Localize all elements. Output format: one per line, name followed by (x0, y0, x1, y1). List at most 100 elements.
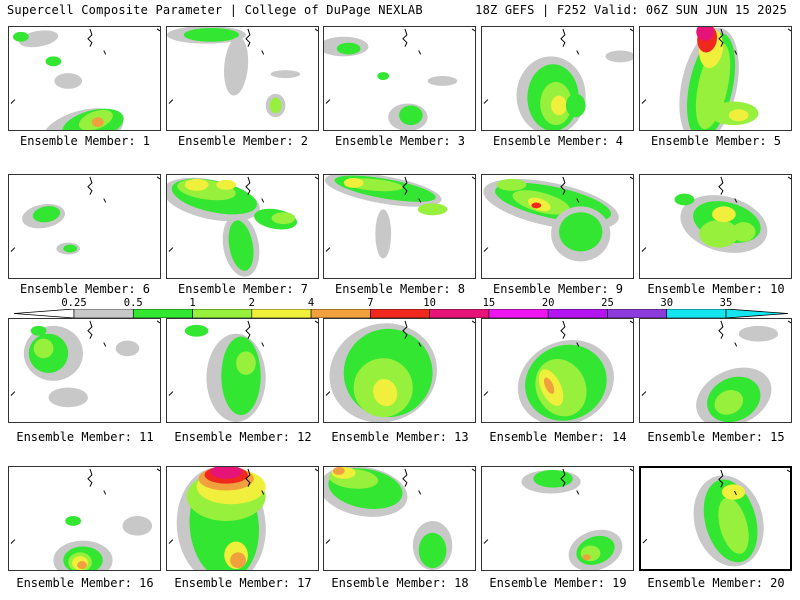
scp-field-map (641, 320, 791, 422)
scp-field-map (483, 468, 633, 570)
scp-field-map (641, 176, 791, 253)
colorbar-segment (429, 309, 490, 318)
scp-contour-region (221, 336, 261, 416)
colorbar-tick-label: 0.25 (61, 297, 87, 309)
scp-contour-region (54, 73, 83, 89)
ensemble-map-panel[interactable] (8, 174, 161, 279)
ensemble-map-panel[interactable] (323, 318, 476, 423)
ensemble-map-panel[interactable] (323, 174, 476, 279)
ensemble-member-label: Ensemble Member: 8 (334, 282, 466, 296)
coastline-outline (10, 320, 160, 396)
ensemble-map-panel[interactable] (166, 174, 319, 279)
ensemble-map-panel[interactable] (8, 26, 161, 131)
scp-contour-region (115, 340, 140, 357)
colorbar-tick-label: 25 (601, 297, 614, 309)
scp-field-map (10, 28, 160, 130)
ensemble-member-label: Ensemble Member: 20 (647, 576, 785, 590)
scp-contour-region (183, 27, 240, 42)
scp-field-map (641, 27, 791, 130)
scp-contour-region (375, 209, 392, 259)
colorbar-segment (488, 309, 549, 318)
scp-contour-region (184, 324, 209, 337)
coastline-outline (642, 469, 790, 544)
scp-contour-region (373, 379, 398, 407)
scp-contour-region (236, 351, 256, 375)
coastline-outline (325, 320, 475, 396)
colorbar-tick-label: 10 (423, 297, 436, 309)
scp-contour-region (224, 36, 249, 96)
ensemble-member-label: Ensemble Member: 15 (647, 430, 785, 444)
scp-contour-region (417, 203, 448, 216)
ensemble-map-panel[interactable] (639, 466, 792, 571)
colorbar-low-arrow (14, 309, 75, 318)
scp-contour-region (91, 117, 104, 128)
colorbar-tick-label: 4 (307, 297, 315, 309)
colorbar-segment (607, 309, 668, 318)
scp-contour-region (731, 222, 756, 242)
scp-contour-region (674, 193, 695, 206)
ensemble-map-panel[interactable] (166, 26, 319, 131)
scp-contour-region (45, 56, 62, 67)
scp-contour-region (496, 178, 527, 191)
colorbar-segment (73, 309, 134, 318)
ensemble-member-label: Ensemble Member: 10 (647, 282, 785, 296)
ensemble-map-panel[interactable] (481, 174, 634, 279)
scp-contour-region (122, 516, 153, 536)
scp-contour-region (582, 554, 591, 561)
ensemble-map-panel[interactable] (166, 466, 319, 571)
scp-contour-region (216, 179, 237, 190)
scp-field-map (324, 175, 475, 259)
colorbar-segment (666, 309, 727, 318)
coastline-outline (483, 320, 633, 396)
scp-contour-region (343, 177, 364, 188)
ensemble-map-panel[interactable] (481, 318, 634, 423)
ensemble-map-panel[interactable] (323, 466, 476, 571)
scp-contour-region (77, 561, 87, 570)
scp-contour-region (269, 97, 282, 114)
ensemble-map-panel[interactable] (323, 26, 476, 131)
scp-field-map (10, 176, 160, 255)
ensemble-member-label: Ensemble Member: 1 (19, 134, 151, 148)
ensemble-map-panel[interactable] (481, 26, 634, 131)
coastline-outline (168, 176, 318, 252)
ensemble-map-panel[interactable] (8, 318, 161, 423)
coastline-outline (10, 176, 160, 252)
ensemble-map-panel[interactable] (8, 466, 161, 571)
scp-contour-region (210, 467, 243, 479)
ensemble-map-panel[interactable] (639, 174, 792, 279)
ensemble-map-panel[interactable] (166, 318, 319, 423)
ensemble-member-label: Ensemble Member: 4 (492, 134, 624, 148)
ensemble-map-panel[interactable] (639, 318, 792, 423)
colorbar-segment (251, 309, 312, 318)
scp-contour-region (65, 516, 82, 526)
scp-contour-region (377, 72, 390, 80)
scp-contour-region (531, 202, 542, 209)
ensemble-map-panel[interactable] (481, 466, 634, 571)
scp-field-map (324, 467, 475, 570)
ensemble-member-label: Ensemble Member: 19 (489, 576, 627, 590)
scp-contour-region (558, 212, 603, 252)
ensemble-member-label: Ensemble Member: 11 (16, 430, 154, 444)
scp-contour-region (718, 497, 749, 554)
ensemble-member-label: Ensemble Member: 5 (650, 134, 782, 148)
colorbar-tick-label: 2 (248, 297, 255, 309)
scp-contour-region (32, 206, 61, 223)
scp-contour-region (399, 105, 423, 126)
coastline-outline (483, 468, 633, 544)
scp-field-map (483, 28, 633, 130)
scp-contour-region (427, 76, 458, 86)
colorbar-segment (370, 309, 430, 318)
colorbar-tick-label: 7 (367, 297, 374, 309)
coastline-outline (483, 28, 633, 104)
colorbar-segment (132, 309, 193, 318)
scp-contour-region (696, 27, 715, 41)
colorbar-tick-label: 1 (189, 297, 196, 309)
scp-contour-region (714, 390, 744, 415)
scp-contour-region (533, 469, 573, 488)
scp-field-map (483, 320, 633, 422)
coastline-outline (325, 176, 475, 252)
coastline-outline (641, 320, 791, 396)
ensemble-map-panel[interactable] (639, 26, 792, 131)
scp-field-map (324, 28, 475, 130)
coastline-outline (325, 28, 475, 104)
